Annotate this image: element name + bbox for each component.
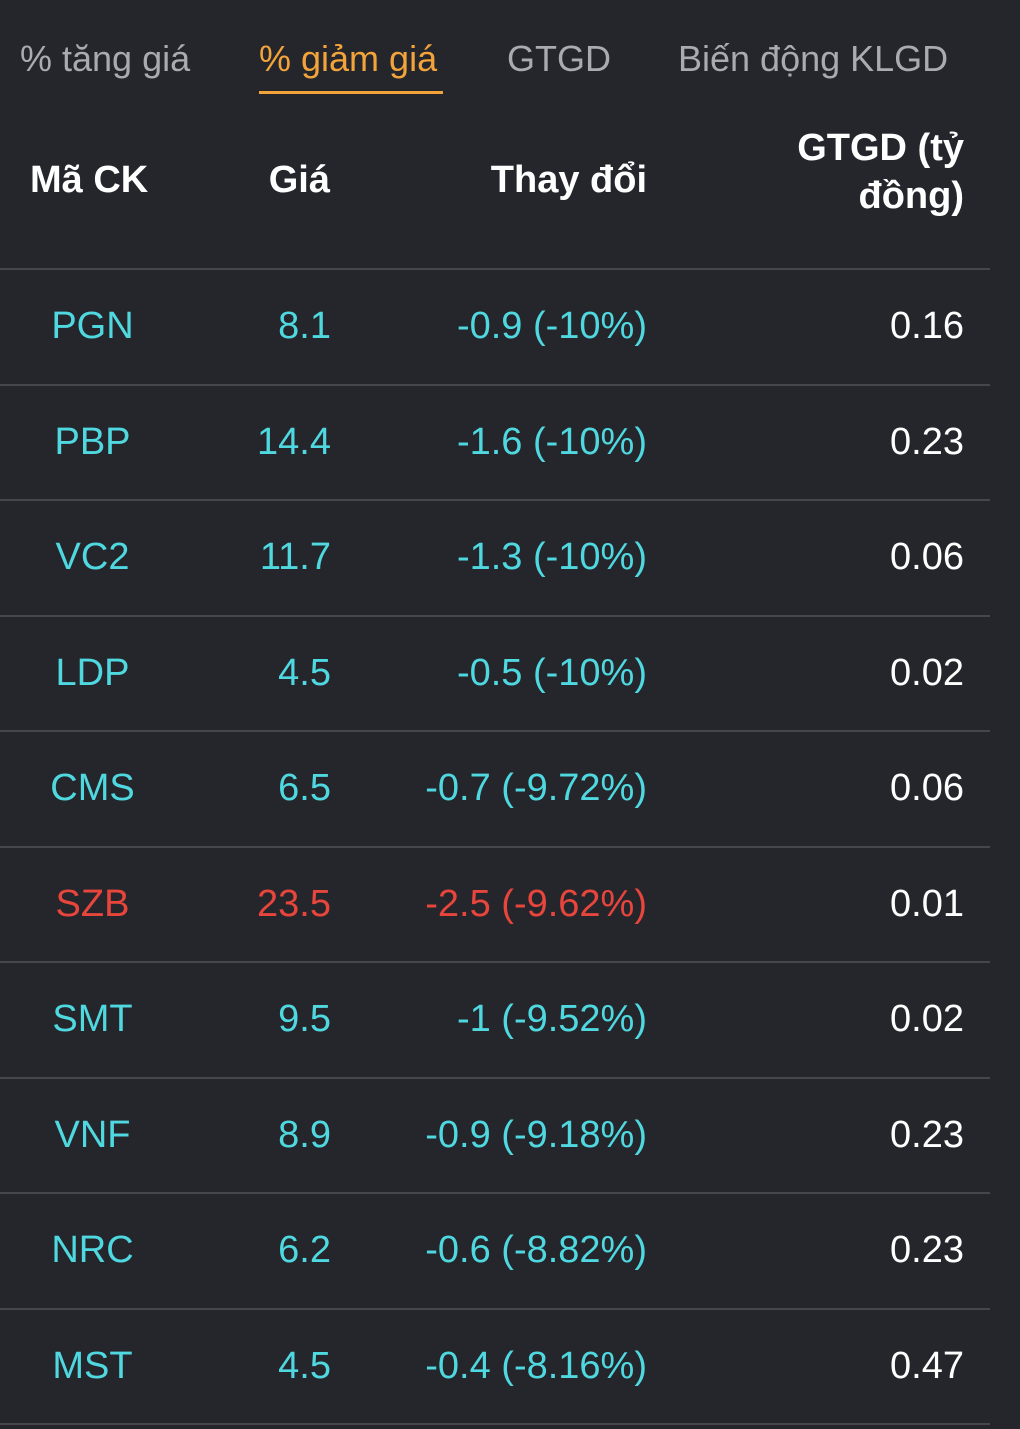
stock-change: -0.6 (-8.82%) (425, 1229, 647, 1271)
stock-change: -0.7 (-9.72%) (425, 767, 647, 809)
table-row[interactable]: PBP 14.4 -1.6 (-10%) 0.23 (0, 386, 990, 501)
table-row[interactable]: MST 4.5 -0.4 (-8.16%) 0.47 (0, 1310, 990, 1425)
header-trading-value-line1: GTGD (tỷ (797, 127, 964, 169)
stock-price: 8.9 (278, 1113, 331, 1156)
stock-trading-value: 0.06 (890, 536, 964, 578)
stock-change: -0.9 (-9.18%) (425, 1113, 647, 1156)
stock-trading-value: 0.23 (890, 1229, 964, 1271)
stock-price: 4.5 (278, 1344, 331, 1387)
header-change: Thay đổi (490, 159, 647, 201)
table-row[interactable]: CMS 6.5 -0.7 (-9.72%) 0.06 (0, 732, 990, 848)
active-tab-indicator (259, 91, 443, 94)
table-row[interactable]: PGN 8.1 -0.9 (-10%) 0.16 (0, 270, 990, 386)
stock-trading-value: 0.01 (890, 882, 964, 925)
tab-bar: % tăng giá % giảm giá GTGD Biến động KLG… (0, 0, 1020, 110)
header-stock-code: Mã CK (30, 159, 149, 201)
table-row[interactable]: SMT 9.5 -1 (-9.52%) 0.02 (0, 963, 990, 1079)
tab-top-gainers[interactable]: % tăng giá (20, 38, 191, 79)
stock-code[interactable]: CMS (50, 767, 135, 809)
stock-code[interactable]: PGN (51, 305, 134, 347)
stock-code[interactable]: SMT (52, 998, 133, 1040)
stock-code[interactable]: VNF (54, 1113, 131, 1156)
stock-price: 6.2 (278, 1229, 331, 1271)
table-body: PGN 8.1 -0.9 (-10%) 0.16 PBP 14.4 -1.6 (-10%) 0… (0, 270, 990, 1425)
tab-top-losers[interactable]: % giảm giá (259, 38, 438, 79)
stock-change: -1.6 (-10%) (456, 420, 647, 463)
stock-change: -1.3 (-10%) (456, 536, 647, 578)
tab-trading-value[interactable]: GTGD (507, 38, 611, 79)
stock-trading-value: 0.02 (890, 998, 964, 1040)
table-row[interactable]: VNF 8.9 -0.9 (-9.18%) 0.23 (0, 1079, 990, 1194)
stock-trading-value: 0.16 (890, 305, 964, 347)
stock-change: -2.5 (-9.62%) (425, 882, 647, 925)
stock-price: 9.5 (278, 998, 331, 1040)
table-row[interactable]: NRC 6.2 -0.6 (-8.82%) 0.23 (0, 1194, 990, 1310)
stock-trading-value: 0.02 (890, 651, 964, 694)
stock-change: -1 (-9.52%) (456, 998, 647, 1040)
stock-code[interactable]: NRC (51, 1229, 134, 1271)
stock-trading-value: 0.06 (890, 767, 964, 809)
header-trading-value-line2: đồng) (858, 175, 964, 217)
table-row[interactable]: VC2 11.7 -1.3 (-10%) 0.06 (0, 501, 990, 617)
stock-price: 14.4 (257, 420, 331, 463)
tab-volume-change[interactable]: Biến động KLGD (678, 38, 949, 79)
table-header: Mã CK Giá Thay đổi GTGD (tỷ đồng) (0, 112, 990, 270)
stock-change: -0.5 (-10%) (456, 651, 647, 694)
stock-trading-value: 0.23 (890, 1113, 964, 1156)
table-row[interactable]: SZB 23.5 -2.5 (-9.62%) 0.01 (0, 848, 990, 963)
stock-code[interactable]: SZB (55, 882, 130, 925)
stock-trading-value: 0.47 (890, 1344, 964, 1387)
stock-code[interactable]: VC2 (55, 536, 130, 578)
stock-price: 6.5 (278, 767, 331, 809)
stock-code[interactable]: PBP (54, 420, 131, 463)
header-price: Giá (268, 159, 330, 201)
stock-table: Mã CK Giá Thay đổi GTGD (tỷ đồng) PGN 8.1… (0, 112, 990, 1425)
header-trading-value: GTGD (tỷ đồng) (700, 124, 964, 220)
stock-change: -0.4 (-8.16%) (425, 1344, 647, 1387)
stock-trading-value: 0.23 (890, 420, 964, 463)
stock-price: 23.5 (257, 882, 331, 925)
stock-change: -0.9 (-10%) (456, 305, 647, 347)
stock-price: 4.5 (278, 651, 331, 694)
stock-code[interactable]: MST (52, 1344, 133, 1387)
stock-price: 11.7 (259, 536, 331, 578)
stock-price: 8.1 (278, 305, 331, 347)
stock-code[interactable]: LDP (55, 651, 130, 694)
table-row[interactable]: LDP 4.5 -0.5 (-10%) 0.02 (0, 617, 990, 732)
